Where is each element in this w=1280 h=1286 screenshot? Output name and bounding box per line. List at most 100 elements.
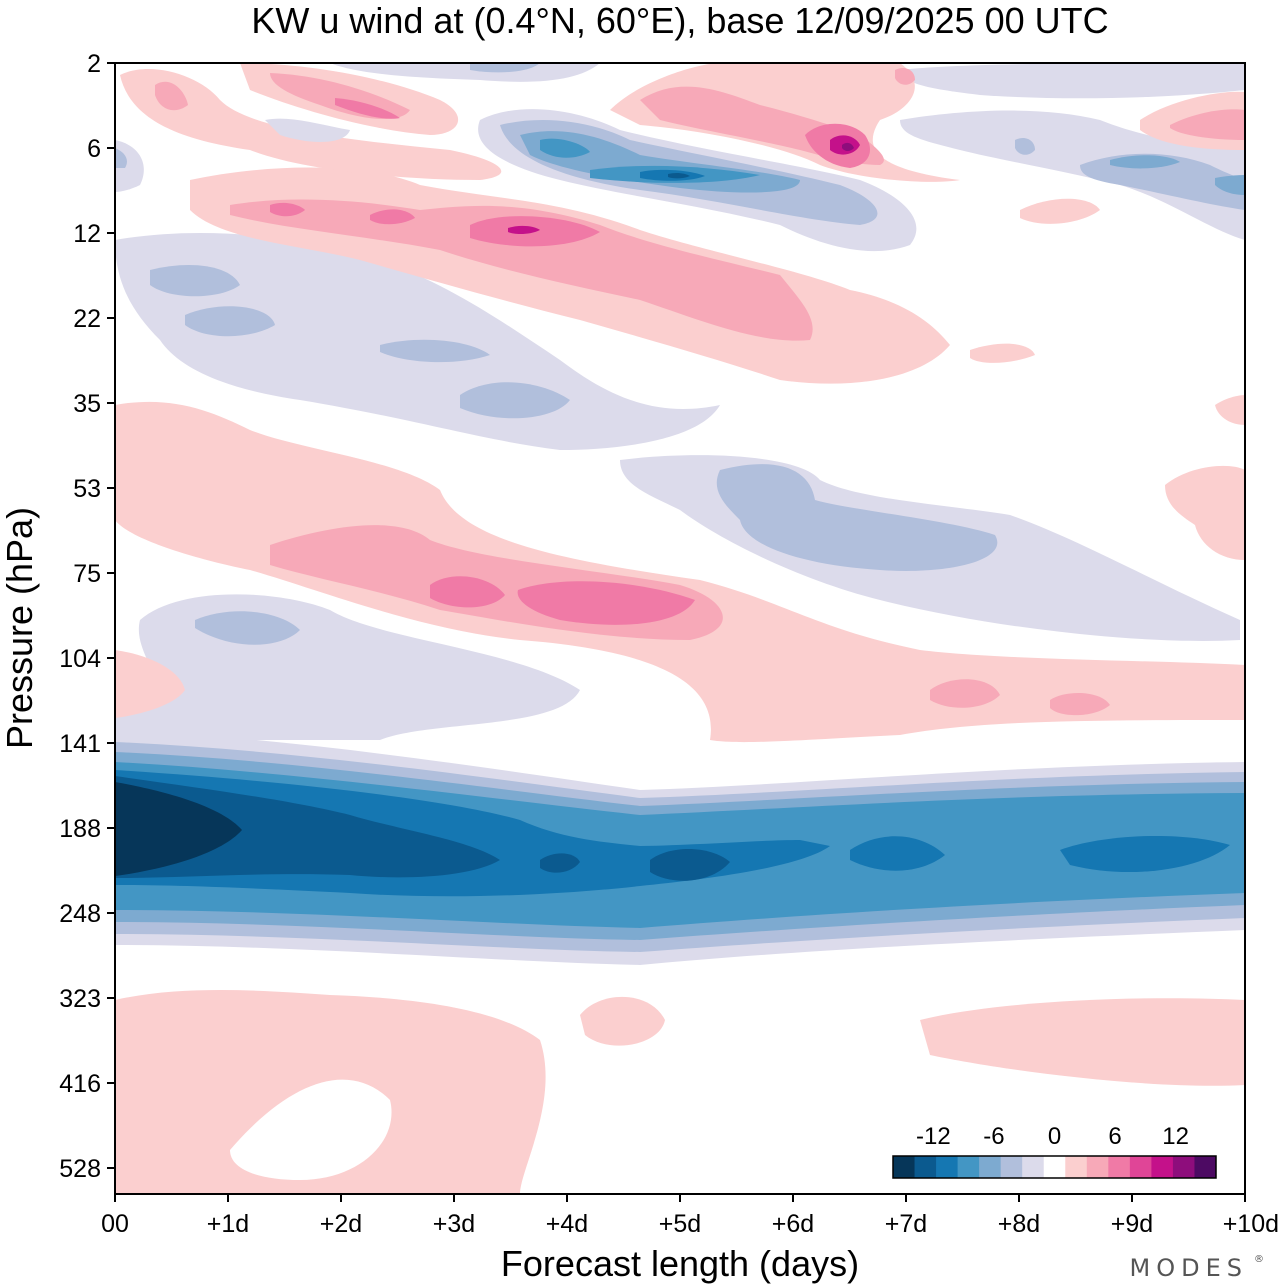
y-tick-label: 248 xyxy=(59,900,101,928)
y-axis: 2 6 12 22 35 53 75 104 141 188 248 323 416 528 xyxy=(59,50,115,1183)
x-tick-label: +6d xyxy=(772,1210,814,1238)
y-tick-label: 528 xyxy=(59,1155,101,1183)
contour-6-negative-right xyxy=(900,110,1245,240)
contour-2-positive-lvl2 xyxy=(155,81,188,111)
contour-2-negative-right xyxy=(900,63,1245,99)
contour-75-positive-extra2 xyxy=(1050,693,1110,716)
contour-12-positive-right xyxy=(1020,198,1100,224)
colorbar-swatch xyxy=(1022,1156,1045,1178)
contour-jet-lvl5b xyxy=(1060,835,1230,873)
colorbar-swatch xyxy=(979,1156,1002,1178)
contour-35-positive-right2 xyxy=(1215,395,1245,425)
chart-title: KW u wind at (0.4°N, 60°E), base 12/09/2… xyxy=(251,0,1108,41)
contour-lower-hole xyxy=(230,1079,392,1180)
contour-6-negative-small xyxy=(265,118,350,142)
contour-75-positive-lvl3b xyxy=(517,581,695,625)
colorbar-swatch xyxy=(1172,1156,1195,1178)
contour-6-negative-lvl4 xyxy=(540,138,590,158)
y-tick-label: 188 xyxy=(59,815,101,843)
colorbar-tick-label: -12 xyxy=(916,1123,951,1150)
colorbar-swatch xyxy=(1129,1156,1152,1178)
x-tick-label: +2d xyxy=(320,1210,362,1238)
colorbar-swatch xyxy=(914,1156,937,1178)
contour-6-negative-right-lvl2 xyxy=(1080,153,1245,210)
contour-12-positive-lvl4 xyxy=(508,225,540,235)
colorbar-swatch xyxy=(1086,1156,1109,1178)
contour-6-negative-right-lvl3b xyxy=(1215,175,1245,195)
x-tick-label: +9d xyxy=(1111,1210,1153,1238)
x-tick-label: 00 xyxy=(101,1210,129,1238)
y-axis-title: Pressure (hPa) xyxy=(0,507,40,749)
modes-logo-text: MODES xyxy=(1130,1254,1248,1282)
y-tick-label: 35 xyxy=(73,390,101,418)
y-tick-label: 2 xyxy=(87,50,101,78)
contour-22-negative-lvl2d xyxy=(460,382,570,419)
contour-35-positive-right xyxy=(970,343,1035,363)
contour-53-negative-lvl2 xyxy=(716,464,998,571)
contour-6-positive-right-lvl5 xyxy=(842,142,854,151)
contour-jet-lvl5c xyxy=(850,836,945,871)
colorbar-swatch xyxy=(893,1156,916,1178)
x-tick-label: +3d xyxy=(433,1210,475,1238)
registered-mark-icon: ® xyxy=(1254,1254,1264,1265)
contour-lower-positive-east xyxy=(920,998,1245,1086)
y-tick-label: 12 xyxy=(73,220,101,248)
y-tick-label: 104 xyxy=(59,645,101,673)
contour-jet-lvl7 xyxy=(115,782,242,876)
y-tick-label: 141 xyxy=(59,730,101,758)
x-axis-title: Forecast length (days) xyxy=(501,1243,859,1284)
contour-75-positive-lvl3 xyxy=(430,576,505,608)
contour-jet-lvl6c xyxy=(540,853,580,873)
y-tick-label: 6 xyxy=(87,135,101,163)
x-tick-label: +8d xyxy=(998,1210,1040,1238)
y-tick-label: 22 xyxy=(73,305,101,333)
colorbar-tick-label: 6 xyxy=(1108,1123,1121,1150)
colorbar-swatch xyxy=(1043,1156,1066,1178)
contour-8-negative-lvl6 xyxy=(668,172,690,179)
colorbar-swatch xyxy=(1108,1156,1131,1178)
contour-6-negative-right-lvl3 xyxy=(1110,155,1180,169)
colorbar-swatch xyxy=(1151,1156,1174,1178)
contour-positive-left-104 xyxy=(115,650,185,718)
colorbar: -12 -6 0 6 12 xyxy=(892,1123,1217,1179)
contour-4-positive-lvl3 xyxy=(335,98,400,119)
contour-jet-lvl6 xyxy=(115,776,500,878)
colorbar-swatch xyxy=(1194,1156,1217,1178)
colorbar-tick-label: 12 xyxy=(1162,1123,1189,1150)
contour-75-positive-extra xyxy=(930,679,1000,708)
x-axis: 00 +1d +2d +3d +4d +5d +6d +7d +8d +9d +10d xyxy=(101,1194,1279,1238)
x-tick-label: +5d xyxy=(659,1210,701,1238)
x-tick-label: +10d xyxy=(1223,1210,1279,1238)
colorbar-swatch xyxy=(1065,1156,1088,1178)
contour-12-positive-lvl3 xyxy=(270,202,305,217)
colorbar-swatch xyxy=(957,1156,980,1178)
y-tick-label: 323 xyxy=(59,985,101,1013)
contour-2-positive-right-small xyxy=(895,68,915,85)
y-tick-label: 416 xyxy=(59,1070,101,1098)
y-tick-label: 53 xyxy=(73,475,101,503)
contour-104-negative-core xyxy=(195,611,300,645)
contour-6-positive-farright-lvl2 xyxy=(1170,109,1245,140)
contour-2-negative-core xyxy=(470,63,540,73)
contour-75-positive-lvl1 xyxy=(115,401,1245,743)
contour-2-positive xyxy=(120,69,502,180)
contour-6-negative-right-small xyxy=(1015,138,1035,155)
contour-22-negative-lvl2b xyxy=(185,306,275,337)
colorbar-swatch xyxy=(1000,1156,1023,1178)
x-tick-label: +4d xyxy=(546,1210,588,1238)
y-tick-label: 75 xyxy=(73,560,101,588)
colorbar-tick-label: 0 xyxy=(1048,1123,1061,1150)
x-tick-label: +1d xyxy=(207,1210,249,1238)
colorbar-frame xyxy=(892,1155,1217,1179)
x-tick-label: +7d xyxy=(885,1210,927,1238)
contour-2-negative xyxy=(330,63,600,82)
contour-12-positive-lvl2 xyxy=(230,199,813,341)
contour-22-negative-lvl2c xyxy=(380,339,490,363)
contour-field xyxy=(115,63,1245,1194)
contour-lower-positive-small xyxy=(580,996,665,1046)
contour-22-negative-lvl2 xyxy=(150,265,240,297)
colorbar-tick-label: -6 xyxy=(983,1123,1004,1150)
contour-12-positive-lvl3b xyxy=(370,209,415,225)
colorbar-swatch xyxy=(936,1156,959,1178)
